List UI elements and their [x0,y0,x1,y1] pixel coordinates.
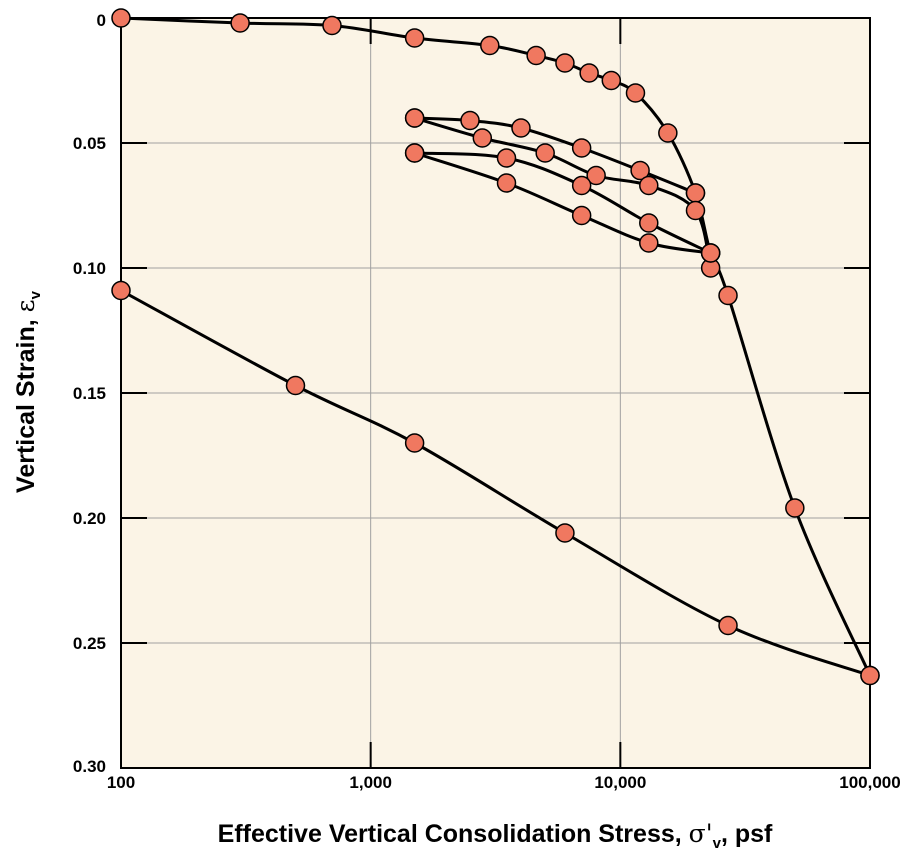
data-point [658,123,678,143]
data-point [639,233,659,253]
data-point [230,13,250,33]
x-tick-label: 100 [107,773,135,792]
series-line-6 [119,289,872,677]
y-axis-title: Vertical Strain, εv [11,290,44,493]
data-point [700,243,721,263]
y-tick-label: 0 [97,11,106,30]
data-markers [111,8,880,686]
data-point [496,148,517,168]
data-point [404,28,425,48]
data-point [526,45,546,66]
y-tick-label: 0.05 [73,134,106,153]
data-point [511,118,531,138]
data-point [555,53,575,73]
x-tick-labels: 100 1,000 10,000 100,000 [107,773,901,792]
data-point [601,70,622,91]
data-point [860,665,880,686]
data-point [111,8,131,28]
y-tick-label: 0.30 [73,757,106,776]
data-point [404,108,425,128]
data-point [571,205,592,226]
data-point [460,110,480,131]
x-tick-label: 10,000 [594,773,646,792]
data-point [718,615,738,636]
data-point [496,173,517,193]
data-point [785,498,805,518]
data-point [685,183,706,203]
y-tick-label: 0.10 [73,259,106,278]
data-point [480,35,500,56]
y-tick-label: 0.20 [73,509,106,528]
data-point [685,200,706,221]
data-point [571,138,592,158]
x-tick-label: 1,000 [349,773,392,792]
y-tick-labels: 0 0.05 0.10 0.15 0.20 0.25 0.30 [73,11,106,776]
data-point [718,285,738,306]
data-point [639,213,659,233]
data-point [630,160,650,181]
data-point [586,165,606,186]
data-point [285,375,306,396]
data-point [625,83,646,103]
data-point [555,523,575,543]
y-tick-label: 0.15 [73,384,106,403]
plot-frame [120,17,871,769]
data-point [111,280,131,301]
x-axis-title: Effective Vertical Consolidation Stress,… [218,819,773,852]
data-point [404,433,425,453]
data-point [639,175,659,196]
x-tick-label: 100,000 [839,773,900,792]
data-point [535,143,555,163]
data-point [322,15,342,36]
data-point [579,63,599,83]
y-tick-label: 0.25 [73,634,106,653]
data-point [404,143,425,163]
data-point [472,128,493,148]
tick-marks [121,18,870,768]
data-point [571,175,592,196]
grid-lines [121,18,870,768]
